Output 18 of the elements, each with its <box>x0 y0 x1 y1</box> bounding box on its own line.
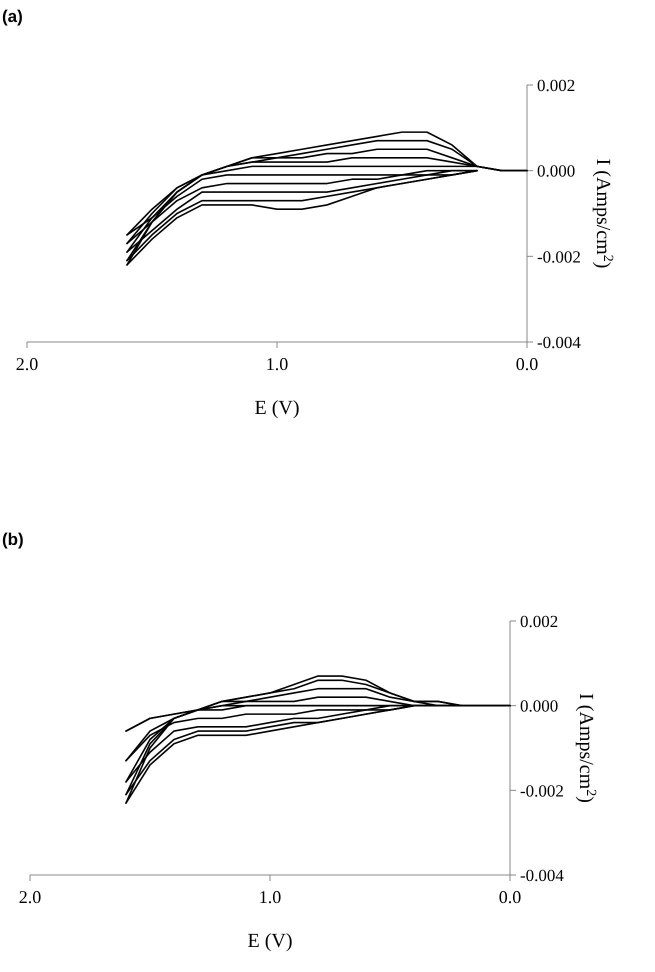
x-tick-label: 2.0 <box>18 887 42 907</box>
y-tick-label: -0.002 <box>537 247 581 266</box>
y-tick-label: -0.002 <box>520 781 564 800</box>
x-tick-label: 2.0 <box>16 354 38 374</box>
chart-title: (a) <box>2 7 23 26</box>
y-tick-label: 0.000 <box>537 162 576 181</box>
x-tick-label: 0.0 <box>516 354 538 374</box>
x-tick-label: 0.0 <box>498 887 522 907</box>
y-tick-label: -0.004 <box>537 332 582 352</box>
x-tick-label: 1.0 <box>266 354 288 374</box>
x-tick-label: 1.0 <box>258 887 282 907</box>
x-axis-title: E (V) <box>254 397 300 419</box>
y-tick-label: 0.000 <box>520 696 558 716</box>
x-axis-title: E (V) <box>248 930 292 952</box>
y-tick-label: 0.002 <box>537 76 576 95</box>
y-tick-label: -0.004 <box>520 866 564 885</box>
chart-title: (b) <box>2 530 24 549</box>
y-tick-label: 0.002 <box>520 612 558 631</box>
